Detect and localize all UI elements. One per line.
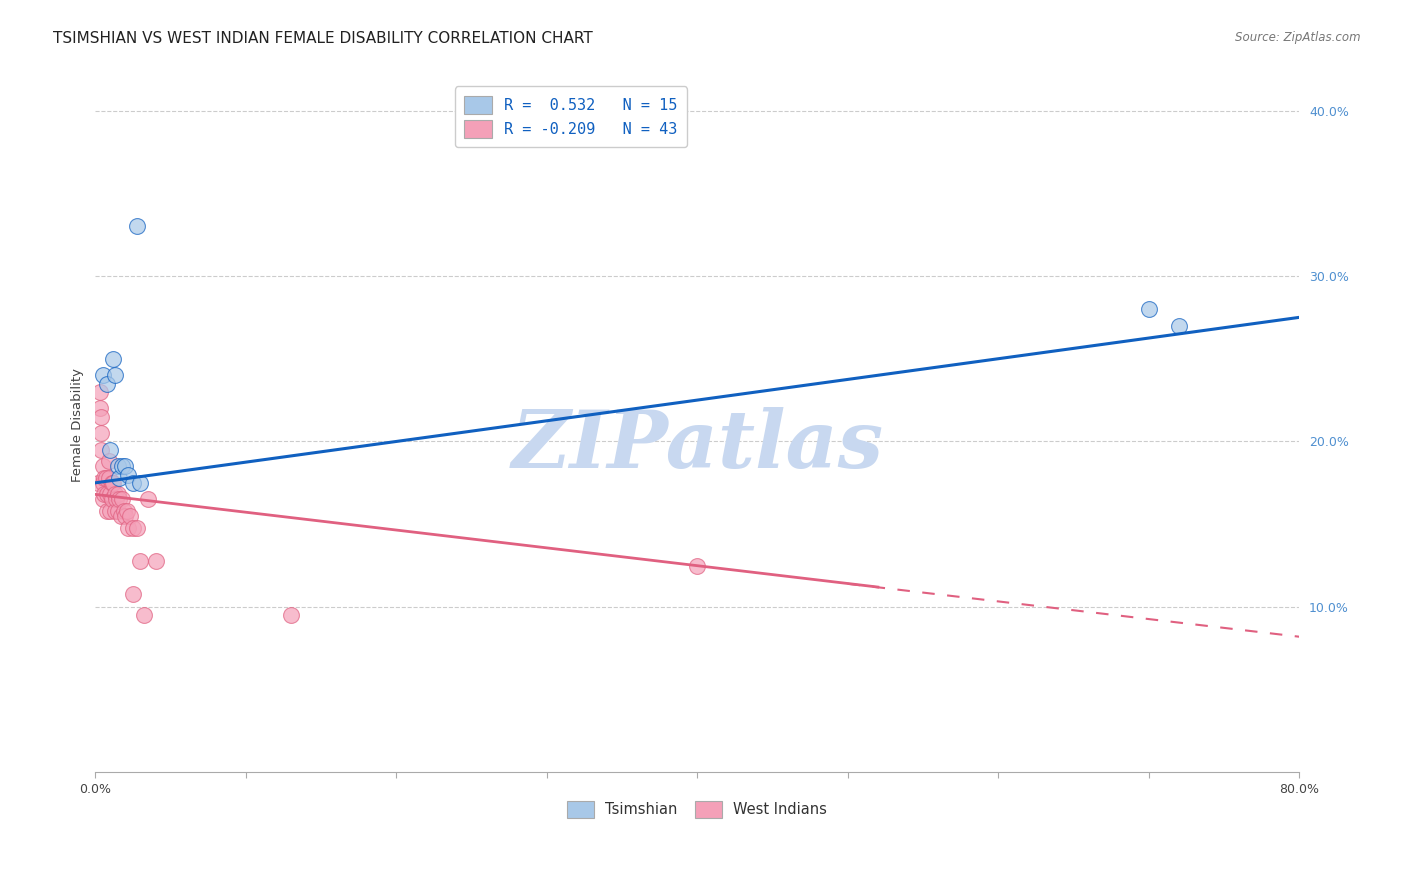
- Point: [91, 492, 114, 507]
- Point: [103, 351, 125, 366]
- Point: [108, 471, 131, 485]
- Point: [686, 558, 709, 573]
- Point: [110, 508, 132, 523]
- Point: [91, 368, 114, 383]
- Point: [1137, 302, 1160, 317]
- Point: [107, 459, 129, 474]
- Point: [129, 553, 152, 567]
- Point: [111, 492, 134, 507]
- Point: [103, 475, 125, 490]
- Point: [118, 508, 141, 523]
- Point: [145, 553, 167, 567]
- Point: [90, 409, 112, 424]
- Point: [93, 471, 115, 485]
- Point: [280, 608, 302, 623]
- Point: [127, 219, 149, 234]
- Point: [89, 401, 111, 416]
- Point: [96, 487, 118, 501]
- Point: [101, 492, 124, 507]
- Point: [107, 504, 129, 518]
- Text: TSIMSHIAN VS WEST INDIAN FEMALE DISABILITY CORRELATION CHART: TSIMSHIAN VS WEST INDIAN FEMALE DISABILI…: [53, 31, 593, 46]
- Point: [100, 504, 122, 518]
- Point: [104, 487, 127, 501]
- Point: [127, 520, 149, 534]
- Point: [136, 492, 159, 507]
- Point: [104, 504, 127, 518]
- Point: [122, 587, 145, 601]
- Point: [90, 442, 112, 457]
- Point: [115, 504, 138, 518]
- Point: [1167, 318, 1189, 333]
- Point: [107, 487, 129, 501]
- Point: [91, 459, 114, 474]
- Text: ZIPatlas: ZIPatlas: [512, 407, 883, 484]
- Point: [114, 508, 136, 523]
- Point: [105, 492, 128, 507]
- Point: [97, 471, 120, 485]
- Point: [97, 454, 120, 468]
- Point: [100, 442, 122, 457]
- Y-axis label: Female Disability: Female Disability: [72, 368, 84, 482]
- Point: [122, 520, 145, 534]
- Point: [100, 487, 122, 501]
- Legend: Tsimshian, West Indians: Tsimshian, West Indians: [561, 795, 832, 824]
- Point: [104, 368, 127, 383]
- Point: [96, 504, 118, 518]
- Point: [90, 426, 112, 441]
- Point: [93, 487, 115, 501]
- Point: [117, 467, 139, 482]
- Point: [89, 384, 111, 399]
- Point: [132, 608, 155, 623]
- Text: Source: ZipAtlas.com: Source: ZipAtlas.com: [1236, 31, 1361, 45]
- Point: [87, 475, 110, 490]
- Point: [101, 475, 124, 490]
- Point: [114, 459, 136, 474]
- Point: [111, 459, 134, 474]
- Point: [129, 475, 152, 490]
- Point: [112, 504, 135, 518]
- Point: [117, 520, 139, 534]
- Point: [108, 492, 131, 507]
- Point: [91, 475, 114, 490]
- Point: [122, 475, 145, 490]
- Point: [94, 471, 117, 485]
- Point: [96, 376, 118, 391]
